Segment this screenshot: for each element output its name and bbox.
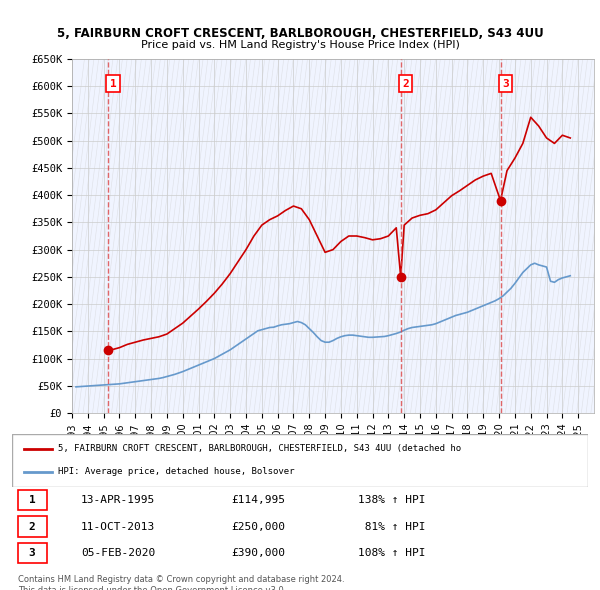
FancyBboxPatch shape bbox=[18, 490, 47, 510]
Text: 138% ↑ HPI: 138% ↑ HPI bbox=[358, 495, 425, 505]
Text: 1: 1 bbox=[110, 79, 116, 88]
Text: HPI: Average price, detached house, Bolsover: HPI: Average price, detached house, Bols… bbox=[58, 467, 295, 476]
FancyBboxPatch shape bbox=[18, 543, 47, 563]
Text: 81% ↑ HPI: 81% ↑ HPI bbox=[358, 522, 425, 532]
Text: 5, FAIRBURN CROFT CRESCENT, BARLBOROUGH, CHESTERFIELD, S43 4UU (detached ho: 5, FAIRBURN CROFT CRESCENT, BARLBOROUGH,… bbox=[58, 444, 461, 453]
Text: 108% ↑ HPI: 108% ↑ HPI bbox=[358, 548, 425, 558]
Text: 11-OCT-2013: 11-OCT-2013 bbox=[81, 522, 155, 532]
Text: 2: 2 bbox=[402, 79, 409, 88]
FancyBboxPatch shape bbox=[18, 516, 47, 537]
Text: £250,000: £250,000 bbox=[231, 522, 285, 532]
Text: 13-APR-1995: 13-APR-1995 bbox=[81, 495, 155, 505]
Text: 2: 2 bbox=[29, 522, 35, 532]
Text: Price paid vs. HM Land Registry's House Price Index (HPI): Price paid vs. HM Land Registry's House … bbox=[140, 40, 460, 50]
Text: 3: 3 bbox=[29, 548, 35, 558]
Text: 5, FAIRBURN CROFT CRESCENT, BARLBOROUGH, CHESTERFIELD, S43 4UU: 5, FAIRBURN CROFT CRESCENT, BARLBOROUGH,… bbox=[56, 27, 544, 40]
Text: Contains HM Land Registry data © Crown copyright and database right 2024.
This d: Contains HM Land Registry data © Crown c… bbox=[18, 575, 344, 590]
Text: 3: 3 bbox=[502, 79, 509, 88]
Text: £114,995: £114,995 bbox=[231, 495, 285, 505]
Text: 1: 1 bbox=[29, 495, 35, 505]
FancyBboxPatch shape bbox=[12, 434, 588, 487]
Text: £390,000: £390,000 bbox=[231, 548, 285, 558]
Text: 05-FEB-2020: 05-FEB-2020 bbox=[81, 548, 155, 558]
